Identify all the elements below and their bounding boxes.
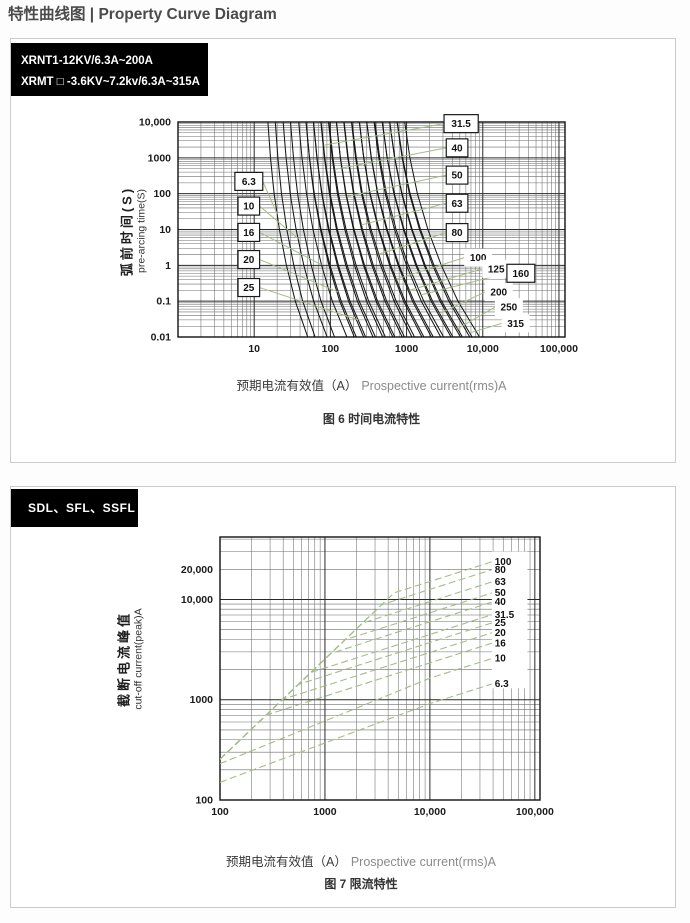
figure7-y-axis-title-zh: 截断电流峰值 [116, 610, 132, 708]
figure6-x-axis-title-en: Prospective current(rms)A [361, 379, 507, 393]
svg-text:6.3: 6.3 [242, 177, 256, 188]
svg-text:63: 63 [452, 199, 464, 210]
svg-text:31.5: 31.5 [495, 610, 515, 621]
svg-text:1000: 1000 [395, 343, 419, 355]
figure7-panel: SDL、SFL、SSFL 100 80 63 50 40 31.5 25 20 16 10 6.3 1… [10, 486, 676, 908]
svg-text:100: 100 [495, 557, 512, 568]
svg-text:10,000: 10,000 [181, 594, 213, 606]
svg-text:1: 1 [165, 260, 171, 272]
svg-text:1000: 1000 [148, 152, 172, 164]
figure6-x-axis-title-zh: 预期电流有效值（A） [236, 379, 358, 393]
svg-text:10,000: 10,000 [414, 806, 446, 818]
svg-text:10: 10 [248, 343, 260, 355]
svg-text:0.1: 0.1 [156, 296, 171, 308]
figure6-y-axis-title-en: pre-arcing time(S) [135, 188, 148, 274]
svg-text:6.3: 6.3 [495, 679, 509, 690]
svg-text:10: 10 [243, 202, 255, 213]
svg-text:10: 10 [495, 654, 507, 665]
svg-text:31.5: 31.5 [451, 119, 471, 130]
svg-text:0.01: 0.01 [151, 332, 172, 344]
svg-text:50: 50 [495, 588, 507, 599]
series-badge: SDL、SFL、SSFL [11, 489, 138, 527]
svg-text:10: 10 [159, 224, 171, 236]
figure6-panel: XRNT1-12KV/6.3A~200A XRMT □ -3.6KV~7.2kv… [10, 38, 676, 463]
svg-text:40: 40 [495, 597, 507, 608]
svg-text:50: 50 [452, 171, 464, 182]
svg-text:80: 80 [495, 565, 507, 576]
svg-text:125: 125 [488, 264, 505, 275]
svg-text:25: 25 [243, 283, 255, 294]
figure7-x-axis-title-zh: 预期电流有效值（A） [225, 855, 347, 869]
svg-text:160: 160 [513, 269, 530, 280]
figure6-x-axis-title: 预期电流有效值（A） Prospective current(rms)A [178, 375, 565, 394]
svg-text:10,000: 10,000 [139, 117, 171, 129]
model-badge-line2: XRMT □ -3.6KV~7.2kv/6.3A~315A [21, 76, 200, 89]
figure7-x-axis-title: 预期电流有效值（A） Prospective current(rms)A [161, 851, 561, 870]
svg-text:100: 100 [470, 253, 487, 264]
svg-text:315: 315 [507, 319, 524, 330]
figure6-y-axis-title: 弧前时间(S) pre-arcing time(S) [117, 186, 148, 276]
svg-text:100: 100 [322, 343, 340, 355]
svg-text:40: 40 [452, 143, 464, 154]
svg-text:100: 100 [195, 795, 213, 807]
page-title: 特性曲线图 | Property Curve Diagram [8, 6, 277, 23]
figure7-caption: 图 7 限流特性 [324, 877, 398, 891]
svg-text:1000: 1000 [190, 694, 214, 706]
model-badge: XRNT1-12KV/6.3A~200A XRMT □ -3.6KV~7.2kv… [11, 43, 208, 96]
figure6-y-axis-title-zh: 弧前时间(S) [119, 185, 135, 277]
svg-text:16: 16 [243, 228, 255, 239]
svg-text:10,000: 10,000 [467, 343, 499, 355]
model-badge-line1: XRNT1-12KV/6.3A~200A [21, 55, 153, 67]
svg-text:25: 25 [495, 618, 507, 629]
svg-text:100: 100 [153, 188, 171, 200]
figure7-y-axis-title-en: cut-off current(peak)A [132, 608, 145, 710]
svg-text:1000: 1000 [313, 806, 337, 818]
svg-text:80: 80 [452, 228, 464, 239]
svg-text:63: 63 [495, 577, 507, 588]
figure7-y-axis-title: 截断电流峰值 cut-off current(peak)A [114, 608, 145, 709]
svg-text:20: 20 [495, 628, 507, 639]
svg-text:16: 16 [495, 638, 507, 649]
figure7-x-axis-title-en: Prospective current(rms)A [350, 855, 497, 869]
svg-text:20,000: 20,000 [181, 564, 213, 576]
svg-text:20: 20 [243, 255, 255, 266]
svg-text:100,000: 100,000 [516, 806, 554, 818]
svg-text:100: 100 [211, 806, 229, 818]
svg-text:200: 200 [490, 288, 507, 299]
svg-text:100,000: 100,000 [540, 343, 578, 355]
figure6-caption: 图 6 时间电流特性 [322, 412, 421, 426]
svg-text:250: 250 [501, 303, 518, 314]
